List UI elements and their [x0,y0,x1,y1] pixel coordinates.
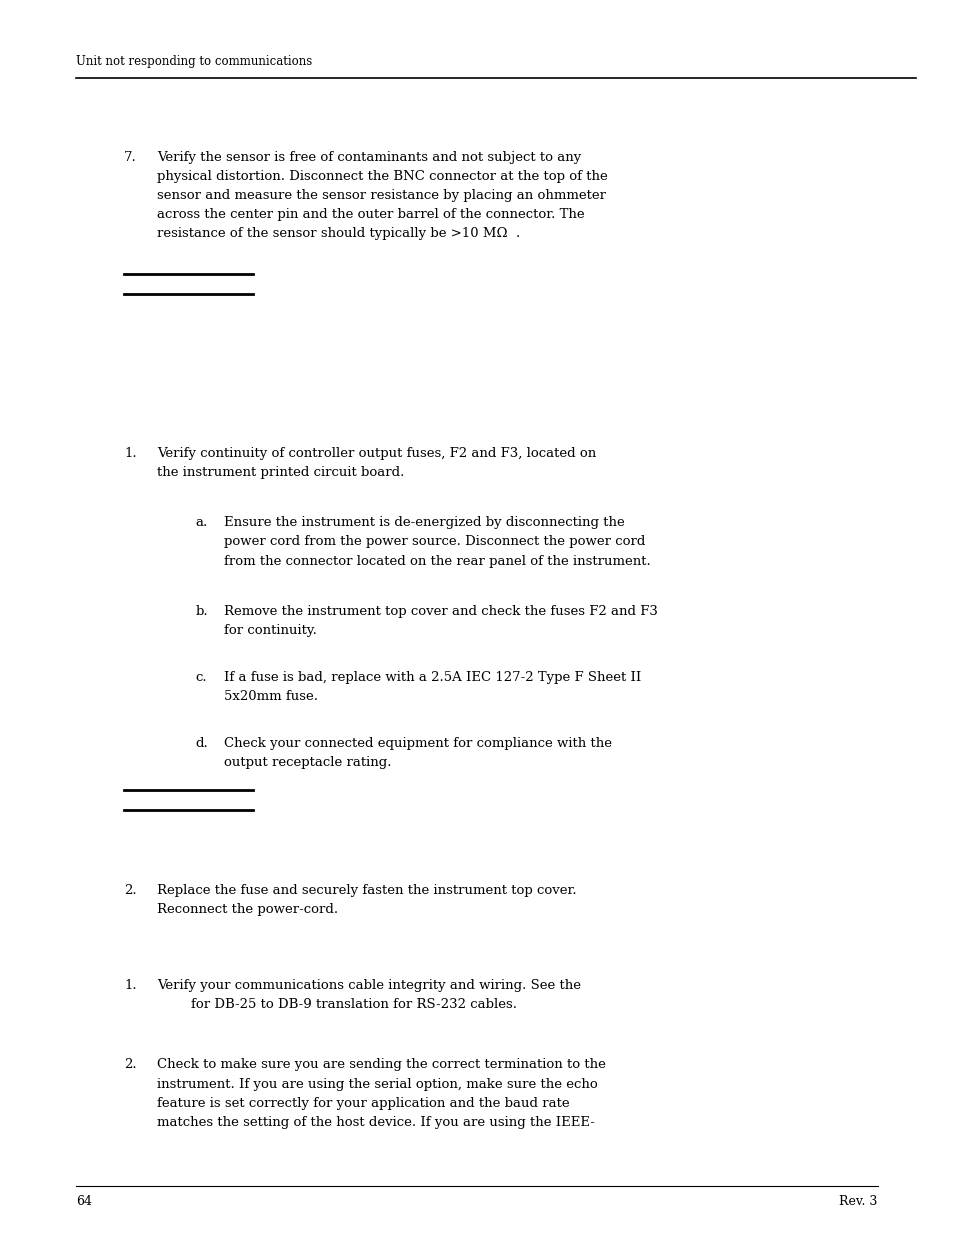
Text: Check your connected equipment for compliance with the: Check your connected equipment for compl… [224,737,612,751]
Text: matches the setting of the host device. If you are using the IEEE-: matches the setting of the host device. … [157,1116,595,1129]
Text: power cord from the power source. Disconnect the power cord: power cord from the power source. Discon… [224,536,645,548]
Text: for continuity.: for continuity. [224,625,316,637]
Text: 1.: 1. [124,447,136,461]
Text: If a fuse is bad, replace with a 2.5A IEC 127-2 Type F Sheet II: If a fuse is bad, replace with a 2.5A IE… [224,671,640,684]
Text: output receptacle rating.: output receptacle rating. [224,756,392,769]
Text: b.: b. [195,605,208,619]
Text: the instrument printed circuit board.: the instrument printed circuit board. [157,467,404,479]
Text: c.: c. [195,671,207,684]
Text: 1.: 1. [124,979,136,993]
Text: from the connector located on the rear panel of the instrument.: from the connector located on the rear p… [224,555,650,568]
Text: 5x20mm fuse.: 5x20mm fuse. [224,689,318,703]
Text: Reconnect the power-cord.: Reconnect the power-cord. [157,904,338,916]
Text: resistance of the sensor should typically be >10 MΩ  .: resistance of the sensor should typicall… [157,227,520,241]
Text: 64: 64 [76,1194,92,1208]
Text: Rev. 3: Rev. 3 [839,1194,877,1208]
Text: Verify your communications cable integrity and wiring. See the: Verify your communications cable integri… [157,979,580,993]
Text: a.: a. [195,516,208,530]
Text: Verify continuity of controller output fuses, F2 and F3, located on: Verify continuity of controller output f… [157,447,596,461]
Text: Unit not responding to communications: Unit not responding to communications [76,54,313,68]
Text: d.: d. [195,737,208,751]
Text: Ensure the instrument is de-energized by disconnecting the: Ensure the instrument is de-energized by… [224,516,624,530]
Text: physical distortion. Disconnect the BNC connector at the top of the: physical distortion. Disconnect the BNC … [157,170,607,183]
Text: instrument. If you are using the serial option, make sure the echo: instrument. If you are using the serial … [157,1077,598,1091]
Text: Replace the fuse and securely fasten the instrument top cover.: Replace the fuse and securely fasten the… [157,884,577,898]
Text: for DB-25 to DB-9 translation for RS-232 cables.: for DB-25 to DB-9 translation for RS-232… [157,998,517,1011]
Text: 7.: 7. [124,151,136,164]
Text: Remove the instrument top cover and check the fuses F2 and F3: Remove the instrument top cover and chec… [224,605,658,619]
Text: Verify the sensor is free of contaminants and not subject to any: Verify the sensor is free of contaminant… [157,151,581,164]
Text: 2.: 2. [124,884,136,898]
Text: across the center pin and the outer barrel of the connector. The: across the center pin and the outer barr… [157,209,584,221]
Text: sensor and measure the sensor resistance by placing an ohmmeter: sensor and measure the sensor resistance… [157,189,606,203]
Text: feature is set correctly for your application and the baud rate: feature is set correctly for your applic… [157,1097,570,1110]
Text: Check to make sure you are sending the correct termination to the: Check to make sure you are sending the c… [157,1058,606,1072]
Text: 2.: 2. [124,1058,136,1072]
